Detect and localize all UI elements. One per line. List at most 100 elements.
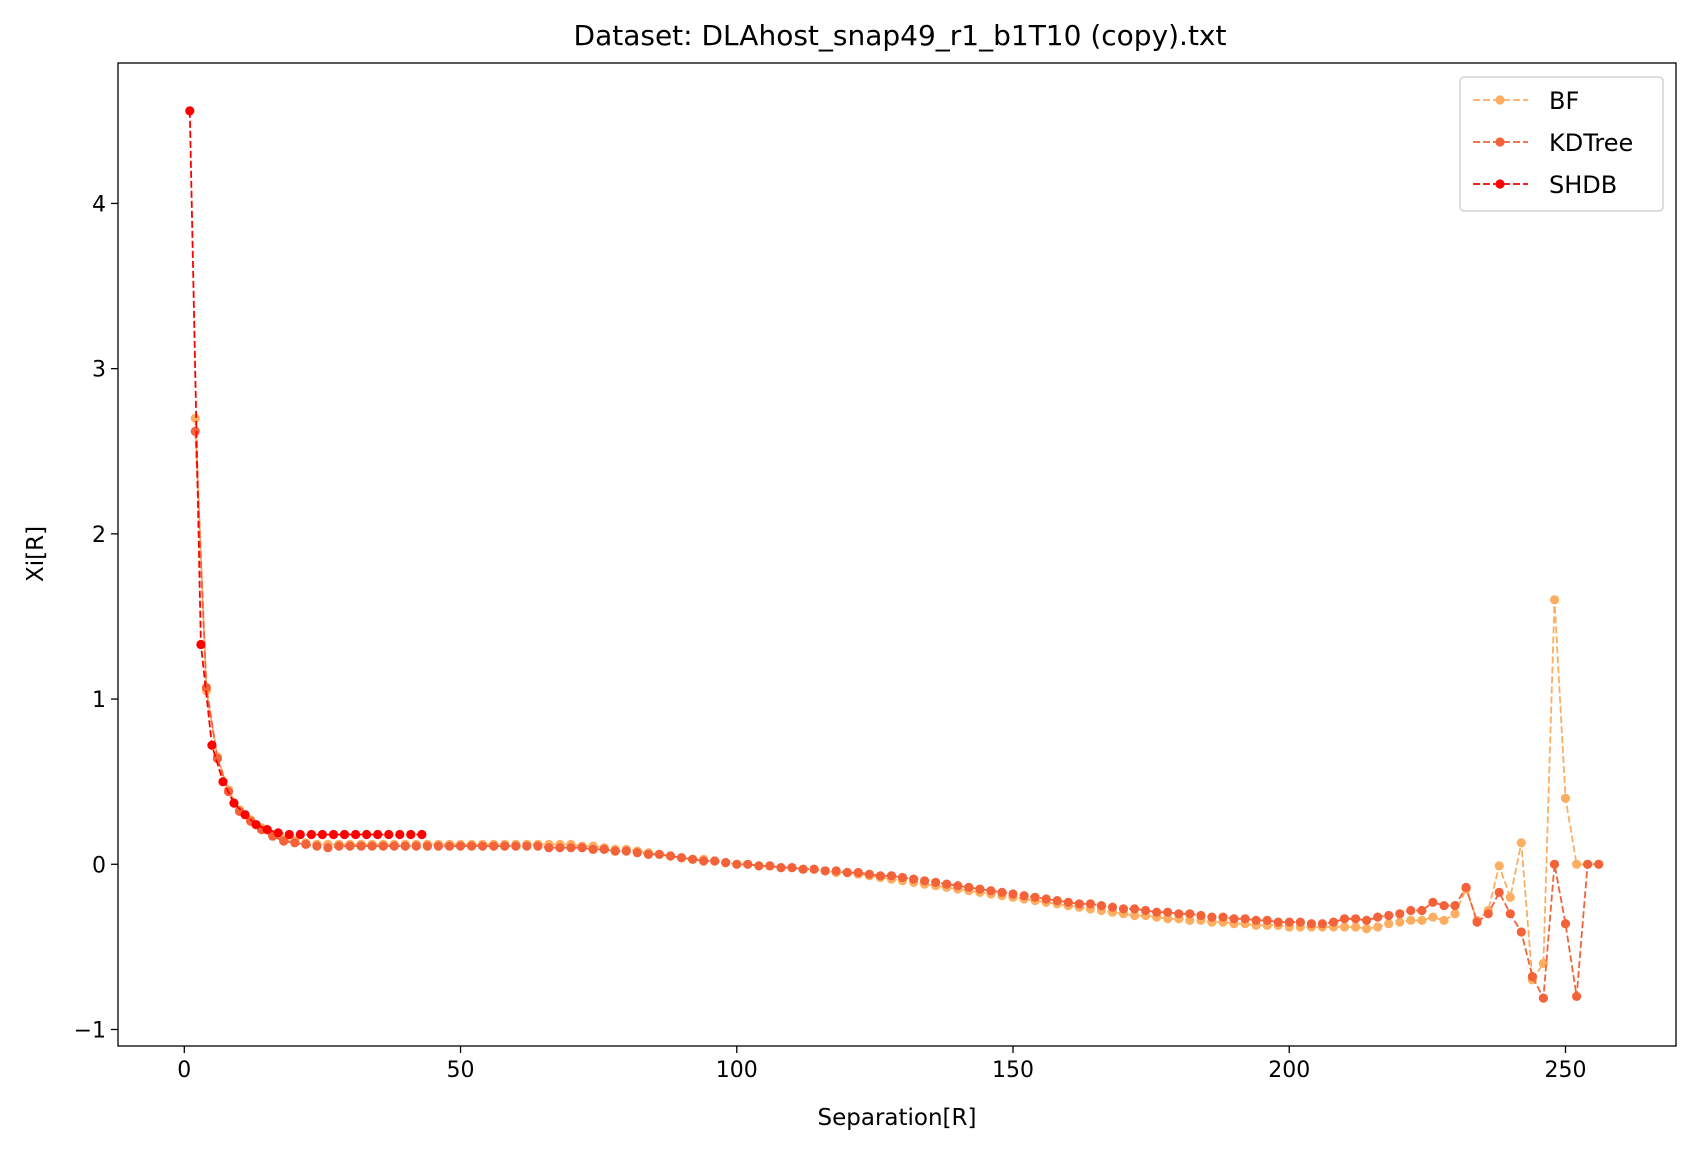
data-point-kdtree <box>544 843 554 853</box>
data-point-kdtree <box>743 859 753 869</box>
data-point-kdtree <box>533 841 543 851</box>
data-point-kdtree <box>1207 912 1217 922</box>
legend-label: BF <box>1549 87 1579 115</box>
data-point-shdb <box>240 810 250 820</box>
legend-item-bf: BF <box>1473 87 1579 115</box>
chart-title: Dataset: DLAhost_snap49_r1_b1T10 (copy).… <box>574 19 1227 52</box>
data-point-kdtree <box>1395 909 1405 919</box>
x-tick-label: 0 <box>177 1058 191 1083</box>
series-shdb <box>185 106 427 840</box>
series-line-bf <box>194 418 1599 983</box>
data-point-kdtree <box>886 871 897 881</box>
y-tick-label: 2 <box>92 523 106 548</box>
x-tick-label: 50 <box>447 1058 475 1083</box>
data-point-shdb <box>273 828 283 838</box>
data-point-kdtree <box>1439 901 1449 911</box>
data-point-bf <box>1494 861 1504 871</box>
x-tick-label: 100 <box>716 1058 758 1083</box>
data-point-shdb <box>317 829 327 840</box>
data-point-kdtree <box>1516 927 1526 937</box>
data-point-kdtree <box>1273 917 1283 927</box>
data-point-kdtree <box>986 886 996 896</box>
data-point-kdtree <box>1107 902 1118 912</box>
data-point-shdb <box>406 829 416 840</box>
data-point-kdtree <box>621 846 631 856</box>
data-point-kdtree <box>632 848 642 858</box>
data-point-kdtree <box>389 841 399 851</box>
legend-marker <box>1495 95 1505 105</box>
data-point-kdtree <box>1472 917 1482 927</box>
data-point-kdtree <box>367 841 377 851</box>
data-point-shdb <box>395 829 405 840</box>
data-point-bf <box>1185 915 1195 926</box>
data-point-kdtree <box>765 861 775 871</box>
data-point-kdtree <box>1428 897 1438 907</box>
data-point-kdtree <box>853 867 863 878</box>
data-point-kdtree <box>1240 914 1250 924</box>
data-point-kdtree <box>1085 899 1095 909</box>
data-point-kdtree <box>776 863 786 873</box>
legend-item-shdb: SHDB <box>1473 171 1617 199</box>
data-point-kdtree <box>831 866 841 876</box>
data-point-kdtree <box>1130 904 1140 914</box>
data-point-bf <box>1417 915 1427 926</box>
data-point-shdb <box>328 829 339 840</box>
data-point-shdb <box>351 829 361 840</box>
data-point-bf <box>1450 909 1460 919</box>
data-point-kdtree <box>500 841 510 851</box>
data-point-kdtree <box>1384 910 1394 921</box>
data-point-kdtree <box>1008 889 1018 899</box>
data-point-kdtree <box>920 876 930 886</box>
legend-item-kdtree: KDTree <box>1473 129 1633 157</box>
data-point-kdtree <box>1494 887 1504 898</box>
series-bf <box>190 413 1604 985</box>
legend-marker <box>1495 179 1505 189</box>
y-axis-ticks: −1 0 1 2 3 4 <box>74 192 118 1043</box>
data-point-bf <box>190 413 200 423</box>
y-axis-title: Xi[R] <box>23 526 49 582</box>
data-point-shdb <box>229 798 239 808</box>
y-tick-label: 0 <box>92 853 106 878</box>
data-point-bf <box>1395 917 1405 927</box>
data-point-kdtree <box>323 843 333 853</box>
data-point-kdtree <box>1417 905 1427 916</box>
data-point-kdtree <box>599 844 609 855</box>
data-point-kdtree <box>1229 914 1239 924</box>
data-point-kdtree <box>643 849 654 860</box>
legend-frame <box>1459 76 1664 212</box>
data-point-kdtree <box>1196 910 1206 921</box>
data-point-kdtree <box>400 841 410 851</box>
data-point-kdtree <box>478 841 488 851</box>
data-point-kdtree <box>356 841 366 851</box>
data-point-kdtree <box>699 856 709 866</box>
data-point-kdtree <box>1174 909 1184 919</box>
data-point-bf <box>1362 924 1372 934</box>
data-point-kdtree <box>897 872 908 883</box>
data-point-shdb <box>185 106 195 116</box>
data-point-kdtree <box>1185 909 1195 919</box>
data-point-bf <box>1516 838 1526 848</box>
y-tick-label: 4 <box>92 192 106 217</box>
data-point-kdtree <box>1560 919 1571 929</box>
x-tick-label: 150 <box>992 1058 1034 1083</box>
data-point-kdtree <box>1096 901 1106 911</box>
data-point-kdtree <box>1373 912 1383 922</box>
data-point-kdtree <box>1461 882 1471 893</box>
data-point-shdb <box>306 829 316 840</box>
legend-marker <box>1495 137 1505 147</box>
data-point-kdtree <box>710 856 720 866</box>
data-point-kdtree <box>997 887 1007 898</box>
data-point-kdtree <box>787 863 797 873</box>
data-point-kdtree <box>1030 892 1040 902</box>
data-point-kdtree <box>975 884 985 894</box>
data-point-kdtree <box>1152 907 1162 917</box>
y-tick-label: 1 <box>92 688 106 713</box>
data-point-kdtree <box>444 841 455 851</box>
data-point-kdtree <box>1406 905 1416 916</box>
plot-frame <box>117 62 1677 1047</box>
data-point-bf <box>1384 919 1394 929</box>
data-point-shdb <box>384 829 394 840</box>
data-point-bf <box>1406 915 1416 926</box>
data-point-kdtree <box>190 426 200 436</box>
